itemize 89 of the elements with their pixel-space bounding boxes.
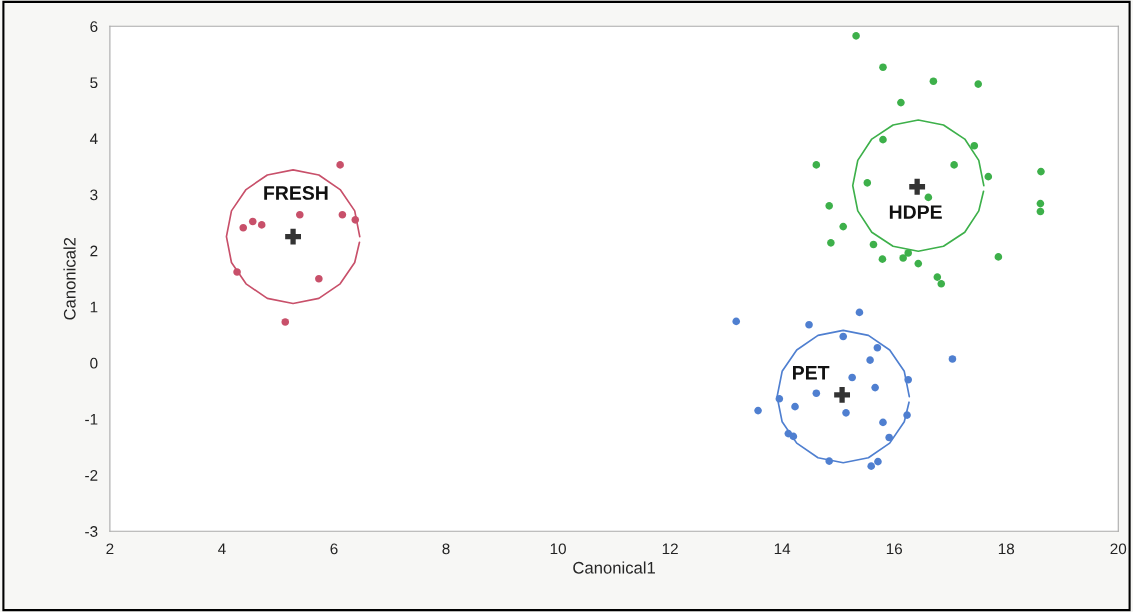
x-tick-label: 16	[886, 543, 903, 555]
point	[338, 211, 347, 219]
point	[984, 172, 993, 181]
point	[950, 161, 958, 169]
point	[775, 395, 784, 403]
x-tick-label: 2	[106, 543, 114, 555]
point	[285, 228, 302, 245]
series-label: PET	[793, 366, 830, 380]
line-series	[776, 329, 911, 464]
point	[874, 457, 882, 466]
line-series	[851, 119, 985, 253]
y-tick-label: 0	[90, 357, 98, 369]
point	[924, 193, 933, 202]
point	[879, 63, 887, 72]
point	[351, 216, 360, 224]
point	[873, 343, 882, 352]
point	[825, 202, 834, 210]
x-axis-title: Canonical1	[573, 561, 655, 574]
y-tick-label: -1	[85, 414, 98, 425]
point	[825, 457, 834, 465]
point	[897, 98, 905, 107]
x-tick-label: 4	[218, 543, 226, 555]
point	[909, 178, 926, 195]
y-tick-label: 6	[90, 21, 98, 32]
point	[839, 332, 848, 341]
point	[879, 418, 887, 427]
point	[789, 432, 798, 441]
point	[866, 356, 874, 364]
point	[863, 179, 872, 187]
y-axis-title: Canonical2	[63, 237, 76, 320]
y-tick-label: 3	[90, 189, 98, 201]
point	[871, 383, 879, 392]
point	[754, 406, 762, 415]
point	[827, 239, 835, 247]
point	[904, 249, 912, 257]
x-tick-label: 14	[774, 543, 791, 555]
y-tick-label: 4	[89, 133, 98, 145]
point	[1037, 167, 1045, 176]
point	[848, 373, 856, 382]
series-label: FRESH	[264, 186, 328, 200]
y-tick-label: -2	[85, 469, 98, 481]
point	[834, 386, 851, 403]
point	[233, 268, 241, 276]
y-tick-label: -3	[85, 526, 98, 537]
point	[296, 211, 304, 219]
point	[885, 433, 893, 442]
point	[937, 280, 946, 288]
point	[336, 161, 344, 169]
point	[239, 223, 248, 232]
point	[791, 402, 799, 411]
x-tick-label: 20	[1110, 543, 1127, 555]
point	[842, 409, 850, 417]
point	[1036, 207, 1045, 216]
point	[933, 273, 942, 281]
point	[899, 254, 907, 262]
x-tick-label: 10	[550, 543, 566, 555]
x-tick-label: 8	[442, 543, 450, 555]
point	[929, 77, 938, 86]
point	[914, 259, 923, 268]
point	[869, 240, 878, 249]
point	[852, 32, 860, 40]
point	[974, 80, 983, 88]
point	[839, 222, 848, 231]
x-tick-label: 12	[662, 543, 678, 555]
point	[1036, 199, 1045, 208]
point	[812, 389, 821, 398]
point	[315, 274, 323, 283]
y-tick-label: 1	[90, 301, 98, 313]
point	[867, 462, 876, 470]
point	[805, 320, 813, 329]
line-series	[225, 169, 361, 305]
point	[855, 308, 864, 317]
point	[970, 142, 979, 150]
point	[732, 317, 741, 326]
point	[879, 135, 887, 144]
point	[281, 318, 290, 326]
point	[904, 375, 912, 384]
point	[878, 255, 887, 263]
point	[994, 253, 1003, 261]
point	[812, 161, 821, 169]
x-tick-label: 18	[998, 543, 1015, 555]
point	[248, 217, 257, 226]
y-tick-label: 5	[90, 77, 98, 89]
y-tick-label: 2	[90, 245, 98, 257]
x-tick-label: 6	[330, 543, 338, 555]
point	[257, 221, 266, 229]
series-label: HDPE	[889, 205, 942, 219]
point	[903, 411, 911, 419]
point	[948, 355, 957, 363]
